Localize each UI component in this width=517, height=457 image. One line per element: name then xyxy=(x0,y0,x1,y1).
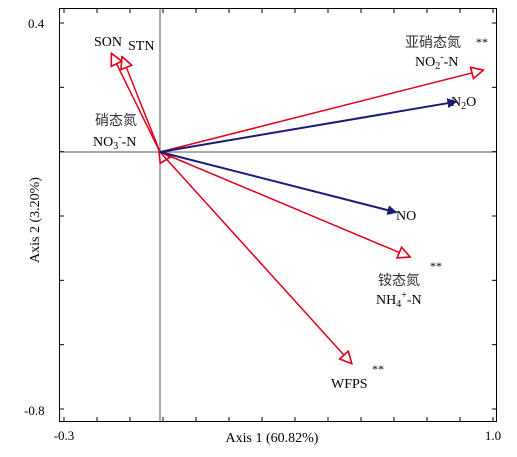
label-nh4n-cn: 铵态氮 xyxy=(378,273,420,289)
label-stn: STN xyxy=(128,39,154,54)
arrow-nh4-n xyxy=(159,151,410,257)
arrow-layer xyxy=(111,53,483,363)
label-no: NO xyxy=(396,209,416,224)
y-axis-title: Axis 2 (3.20%) xyxy=(28,177,43,263)
label-wfps: WFPS xyxy=(331,377,368,392)
x-axis-title: Axis 1 (60.82%) xyxy=(226,431,319,446)
label-no2n: NO2--N xyxy=(415,52,458,72)
label-nh4n: NH4+-N xyxy=(376,290,422,310)
arrow-son xyxy=(111,53,161,153)
x-tick-label-max: 1.0 xyxy=(485,428,501,443)
label-no3n-cn: 硝态氮 xyxy=(95,113,137,129)
arrow-no3-n xyxy=(159,150,160,152)
label-no2n-cn: 亚硝态氮 xyxy=(405,35,461,51)
plot-frame xyxy=(59,8,497,422)
arrow-n2o xyxy=(159,98,458,153)
tick-marks xyxy=(60,9,496,421)
significance-no2n: ** xyxy=(476,35,488,49)
significance-nh4n: ** xyxy=(430,259,442,273)
label-no3n: NO3--N xyxy=(93,132,136,152)
significance-wfps: ** xyxy=(372,362,384,376)
y-tick-label-min: -0.8 xyxy=(24,403,45,418)
arrow-wfps xyxy=(159,151,352,364)
arrow-no2-n xyxy=(159,70,483,153)
label-son: SON xyxy=(94,35,122,50)
y-tick-label-max: 0.4 xyxy=(28,16,45,31)
x-tick-label-min: -0.3 xyxy=(54,428,75,443)
label-n2o: N2O xyxy=(451,95,476,112)
arrow-stn xyxy=(122,57,161,153)
arrow-no xyxy=(159,151,398,216)
